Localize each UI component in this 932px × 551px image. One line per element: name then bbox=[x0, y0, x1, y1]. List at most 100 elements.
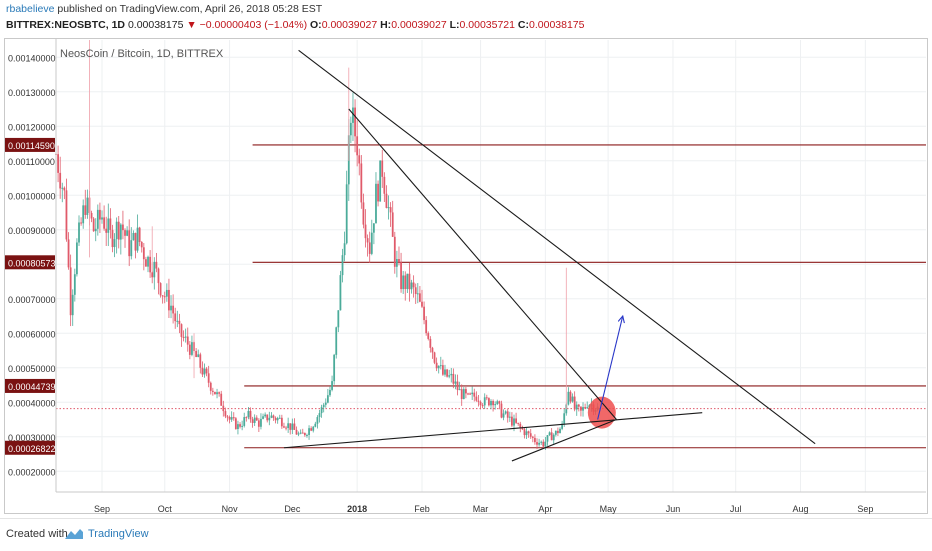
candle-body bbox=[450, 373, 453, 376]
candle-body bbox=[124, 230, 126, 236]
candle-body bbox=[427, 333, 430, 339]
candle-body bbox=[99, 209, 101, 220]
candle-body bbox=[149, 256, 152, 273]
candle-body bbox=[492, 400, 494, 406]
candle-body bbox=[402, 275, 405, 290]
candle-body bbox=[444, 369, 446, 375]
candle-body bbox=[548, 432, 551, 436]
trendline bbox=[348, 108, 617, 420]
candle-body bbox=[410, 282, 413, 290]
candle-body bbox=[571, 396, 574, 402]
published-text: published on TradingView.com, April 26, … bbox=[54, 3, 323, 15]
candle-body bbox=[255, 417, 258, 421]
candle-body bbox=[103, 217, 106, 229]
low-value: 0.00035721 bbox=[459, 19, 515, 31]
tradingview-brand-link[interactable]: TradingView bbox=[88, 528, 149, 540]
candle-body bbox=[237, 424, 239, 430]
candle-body bbox=[253, 417, 256, 423]
candle-body bbox=[280, 417, 283, 427]
last-price: 0.00038175 bbox=[127, 19, 184, 31]
author-link[interactable]: rbabelieve bbox=[6, 3, 55, 15]
candle-body bbox=[552, 434, 555, 441]
candle-body bbox=[542, 441, 545, 447]
chart-frame bbox=[4, 38, 928, 514]
candle-body bbox=[287, 423, 290, 429]
candle-body bbox=[531, 436, 534, 438]
candle-body bbox=[153, 261, 156, 278]
candle-body bbox=[345, 184, 348, 244]
candle-body bbox=[257, 420, 260, 427]
candle-body bbox=[69, 267, 72, 316]
candle-body bbox=[291, 423, 294, 430]
candle-body bbox=[404, 275, 407, 290]
level-label: 0.00080573 bbox=[8, 258, 56, 268]
candle-body bbox=[335, 327, 338, 355]
x-tick-label: Jul bbox=[730, 504, 742, 514]
candle-body bbox=[477, 400, 480, 402]
candle-body bbox=[454, 381, 457, 384]
down-arrow-icon: ▼ bbox=[186, 19, 197, 31]
candle-body bbox=[377, 183, 379, 202]
low-label: L: bbox=[449, 19, 460, 31]
candle-body bbox=[544, 441, 547, 447]
candle-body bbox=[446, 369, 448, 377]
candle-body bbox=[297, 433, 300, 435]
candle-body bbox=[429, 338, 432, 348]
candle-body bbox=[490, 400, 492, 406]
candle-body bbox=[260, 418, 262, 427]
candle-body bbox=[414, 287, 417, 294]
candle-body bbox=[329, 389, 331, 396]
candle-body bbox=[517, 422, 520, 424]
candle-body bbox=[105, 228, 108, 233]
candle-body bbox=[283, 426, 285, 428]
candle-body bbox=[63, 187, 66, 191]
price-chart[interactable]: 0.00020000 0.00030000 0.00040000 0.00050000… bbox=[0, 0, 932, 518]
candle-body bbox=[538, 442, 541, 445]
candle-body bbox=[391, 212, 394, 237]
candle-body bbox=[203, 368, 206, 375]
horizontal-levels bbox=[56, 144, 926, 449]
level-label-bg bbox=[5, 378, 55, 393]
candle-body bbox=[322, 404, 325, 408]
price-axis: 0.00020000 0.00030000 0.00040000 0.00050000… bbox=[5, 38, 57, 492]
candle-body bbox=[550, 432, 553, 441]
candle-body bbox=[57, 154, 59, 173]
candle-body bbox=[360, 163, 363, 203]
candle-body bbox=[437, 365, 440, 369]
candle-body bbox=[488, 398, 490, 406]
candle-body bbox=[107, 218, 110, 233]
candle-body bbox=[119, 224, 122, 240]
high-label: H: bbox=[380, 19, 392, 31]
candle-body bbox=[73, 274, 76, 295]
candle-body bbox=[569, 391, 572, 402]
candle-body bbox=[508, 416, 511, 418]
candle-body bbox=[504, 411, 507, 414]
candle-body bbox=[496, 401, 499, 405]
candle-body bbox=[278, 417, 281, 419]
y-tick-label: 0.00140000 bbox=[8, 53, 56, 63]
candle-body bbox=[529, 433, 532, 437]
y-tick-label: 0.00060000 bbox=[8, 329, 56, 339]
y-tick-label: 0.00020000 bbox=[8, 467, 56, 477]
candle-body bbox=[289, 423, 292, 430]
level-label-bg bbox=[5, 137, 55, 152]
tradingview-logo-icon[interactable] bbox=[64, 527, 84, 541]
candle-body bbox=[159, 283, 162, 296]
candle-body bbox=[333, 354, 336, 382]
candle-body bbox=[132, 232, 135, 241]
candle-body bbox=[393, 236, 396, 267]
candle-body bbox=[295, 429, 298, 435]
candle-body bbox=[303, 432, 306, 436]
candle-body bbox=[264, 414, 267, 417]
candle-body bbox=[540, 441, 543, 443]
candle-body bbox=[366, 238, 369, 243]
x-tick-label: Apr bbox=[538, 504, 552, 514]
candle-body bbox=[84, 205, 87, 215]
candle-body bbox=[318, 413, 321, 418]
candle-body bbox=[467, 393, 469, 395]
candle-body bbox=[557, 430, 559, 434]
candle-body bbox=[462, 389, 465, 399]
candle-body bbox=[395, 259, 398, 267]
candle-body bbox=[247, 410, 250, 418]
candle-body bbox=[170, 305, 172, 311]
